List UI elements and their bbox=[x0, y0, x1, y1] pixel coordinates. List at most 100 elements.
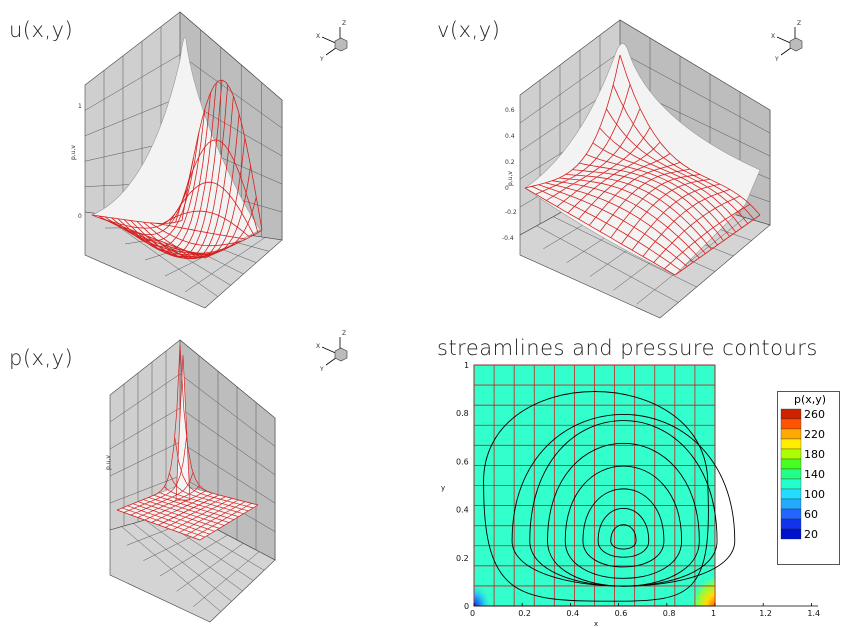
x-tick-label: 1 bbox=[711, 609, 716, 618]
y-tick-label: 0.6 bbox=[456, 457, 469, 466]
y-tick-label: 0.4 bbox=[456, 506, 469, 515]
v-surface-mesh bbox=[524, 54, 761, 276]
streamline bbox=[547, 443, 700, 587]
streamline bbox=[610, 524, 637, 550]
mesh-line bbox=[174, 437, 254, 509]
svg-text:Y: Y bbox=[319, 366, 324, 373]
v-panel-title: v(x,y) bbox=[437, 18, 501, 42]
svg-text:Z: Z bbox=[797, 20, 801, 27]
wall-gridline bbox=[109, 407, 181, 450]
mesh-line bbox=[164, 96, 234, 260]
u-panel-title: u(x,y) bbox=[9, 18, 74, 42]
mesh-line bbox=[199, 504, 259, 541]
mesh-line bbox=[610, 174, 701, 238]
y-axis-label: y bbox=[441, 484, 445, 492]
wall-gridline bbox=[179, 373, 276, 447]
mesh-line bbox=[585, 154, 730, 237]
legend-swatch bbox=[780, 498, 802, 510]
mesh-line bbox=[192, 502, 252, 538]
legend-swatch bbox=[780, 438, 802, 450]
svg-text:X: X bbox=[316, 343, 320, 350]
streamline bbox=[483, 391, 709, 602]
mesh-line bbox=[579, 162, 724, 241]
wall-gridline bbox=[193, 551, 260, 607]
mesh-line bbox=[606, 108, 749, 224]
svg-text:X: X bbox=[771, 33, 775, 40]
streamline bbox=[529, 420, 718, 587]
x-tick-label: 0 bbox=[470, 609, 475, 618]
svg-text:Y: Y bbox=[319, 56, 324, 63]
mesh-line bbox=[631, 183, 721, 251]
legend-swatch bbox=[780, 488, 802, 500]
wall-gridline bbox=[184, 237, 266, 293]
mesh-line bbox=[204, 229, 263, 259]
legend-swatch bbox=[780, 478, 802, 490]
wall-gridline bbox=[179, 441, 276, 504]
legend-label: 140 bbox=[804, 468, 825, 481]
wall-gridline bbox=[519, 51, 621, 124]
wall-gridline bbox=[109, 373, 181, 423]
mesh-line bbox=[168, 181, 255, 236]
y-tick-label: 0.2 bbox=[456, 554, 469, 563]
axis-triad-icon: Z X Y bbox=[316, 330, 348, 373]
mesh-line bbox=[642, 189, 731, 257]
mesh-line bbox=[653, 195, 741, 263]
v-ztick: 0.4 bbox=[505, 133, 515, 140]
axis-triad-icon: Z X Y bbox=[771, 20, 803, 63]
mesh-line bbox=[179, 344, 259, 506]
legend-swatch bbox=[780, 508, 802, 520]
x-tick-label: 0.2 bbox=[518, 609, 531, 618]
mesh-line bbox=[186, 501, 246, 536]
svg-text:Z: Z bbox=[342, 20, 346, 27]
legend-swatch bbox=[780, 418, 802, 430]
mesh-line bbox=[156, 222, 246, 240]
svg-text:Z: Z bbox=[342, 330, 346, 337]
x-axis-label: x bbox=[594, 620, 598, 628]
p-panel-title: p(x,y) bbox=[9, 346, 74, 370]
wall-gridline bbox=[84, 54, 181, 111]
p-surface-mesh bbox=[116, 344, 259, 541]
u-zlabel: p,u,v bbox=[70, 145, 77, 160]
legend-label: 20 bbox=[804, 528, 818, 541]
streamlines bbox=[483, 391, 736, 602]
mesh-line bbox=[599, 127, 743, 229]
legend-label: 220 bbox=[804, 428, 825, 441]
v-ztick: 0.2 bbox=[505, 159, 515, 166]
u-ztick: 1 bbox=[78, 103, 82, 110]
wall-gridline bbox=[84, 96, 181, 137]
x-tick-label: 1.4 bbox=[807, 609, 820, 618]
mesh-line bbox=[612, 84, 755, 220]
u-surface bbox=[91, 37, 261, 259]
legend-swatch bbox=[780, 408, 802, 420]
legend-title: p(x,y) bbox=[794, 393, 827, 406]
svg-text:X: X bbox=[316, 33, 320, 40]
wall-gridline bbox=[619, 51, 771, 134]
legend-swatch bbox=[780, 468, 802, 480]
y-tick-label: 1 bbox=[464, 361, 469, 370]
wall-gridline bbox=[179, 407, 276, 476]
mesh-line bbox=[619, 54, 761, 216]
wall-gridline bbox=[109, 475, 181, 504]
legend-label: 100 bbox=[804, 488, 825, 501]
x-tick-label: 1.2 bbox=[759, 609, 772, 618]
v-ztick: 0 bbox=[505, 185, 509, 192]
mesh-line bbox=[664, 203, 751, 270]
wall-gridline bbox=[109, 441, 181, 477]
streamline bbox=[511, 413, 736, 587]
mesh-line bbox=[149, 222, 242, 247]
u-surface-mesh bbox=[91, 79, 263, 260]
streamline bbox=[597, 507, 650, 558]
mesh-line bbox=[592, 142, 737, 233]
svg-text:Y: Y bbox=[774, 56, 779, 63]
mesh-line bbox=[599, 168, 691, 232]
y-tick-label: 0.8 bbox=[456, 409, 469, 418]
x-tick-label: 0.4 bbox=[566, 609, 579, 618]
v-ztick: 0.6 bbox=[505, 107, 515, 114]
legend-swatch bbox=[780, 528, 802, 540]
mesh-line bbox=[181, 79, 263, 231]
legend-label: 60 bbox=[804, 508, 818, 521]
x-tick-label: 0.6 bbox=[615, 609, 628, 618]
contour-axes: 0 0.2 0.4 0.6 0.8 1 1.2 1.4 0 0.2 0.4 0.6 0.8 1 x y bbox=[441, 361, 820, 628]
